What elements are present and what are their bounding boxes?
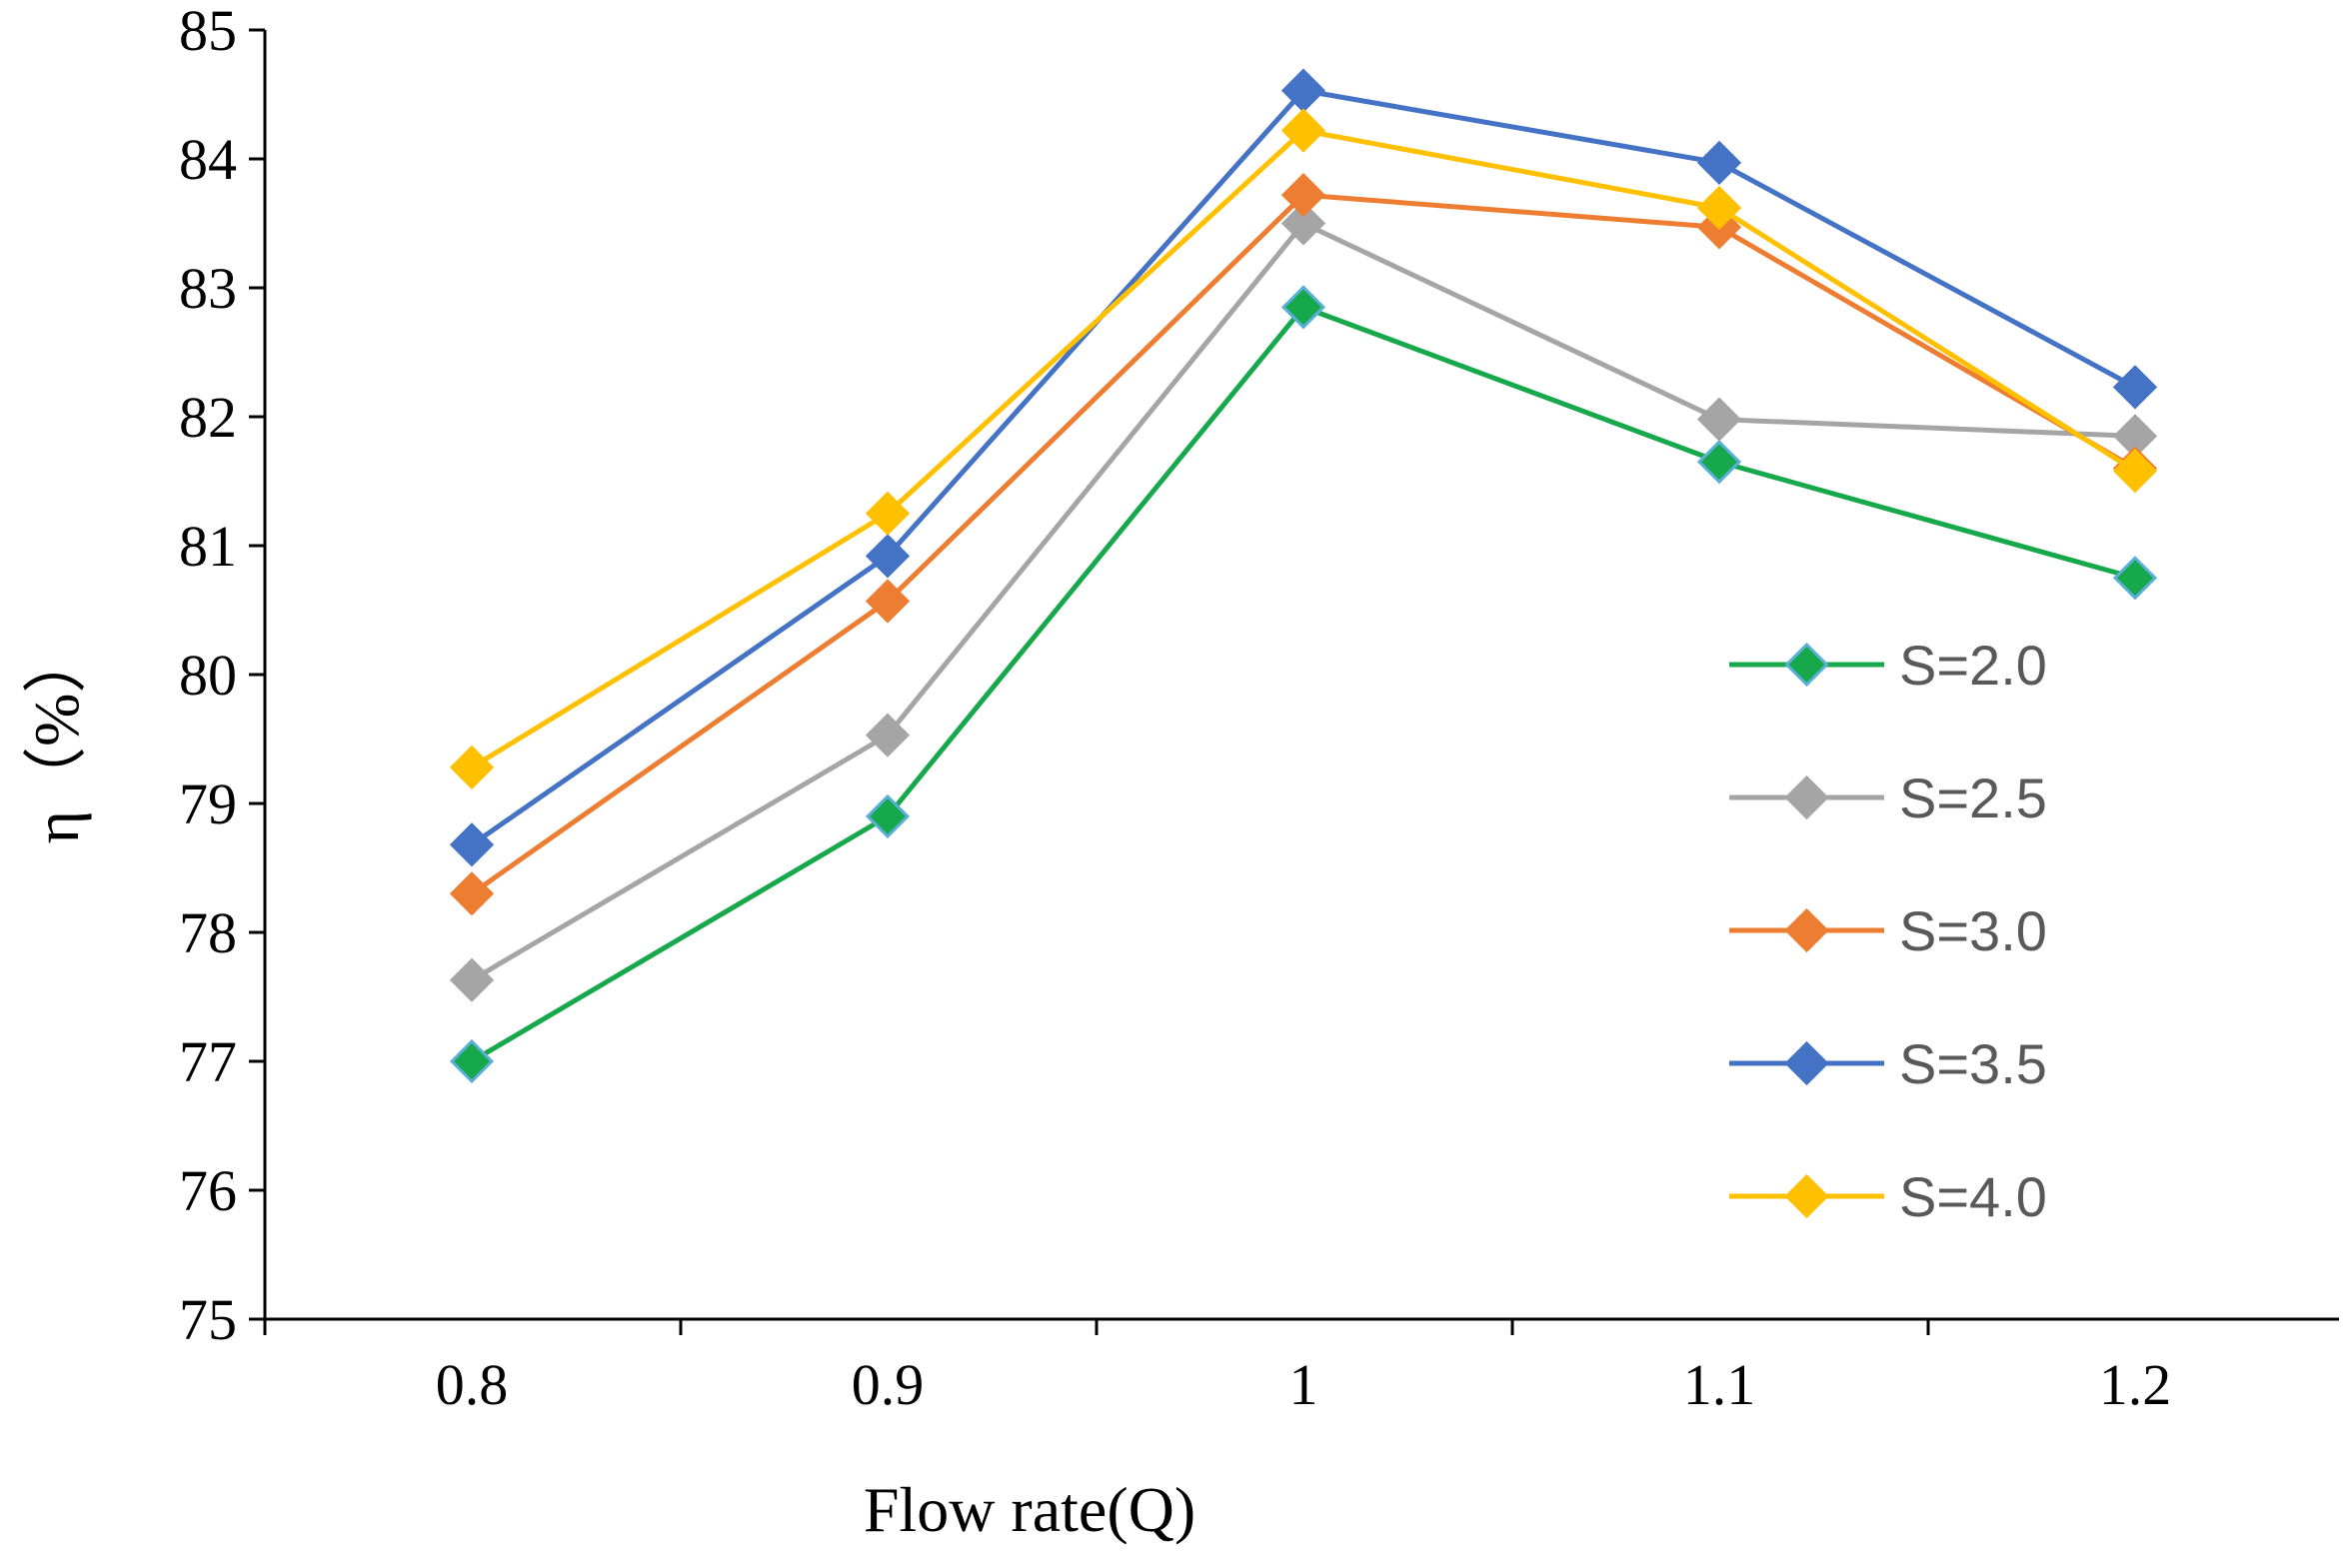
data-point-marker: [449, 745, 495, 790]
legend: S=2.0 S=2.5 S=3.0 S=3.5 S=4.0: [1729, 634, 2047, 1228]
y-tick-label: 77: [179, 1029, 237, 1094]
legend-item: S=3.5: [1729, 1032, 2047, 1095]
y-axis-title: η（%）: [21, 630, 92, 844]
x-tick-label: 1: [1289, 1352, 1318, 1417]
y-tick-label: 78: [179, 900, 237, 965]
data-point-marker: [1696, 140, 1742, 185]
y-tick-label: 75: [179, 1287, 237, 1352]
data-point-marker: [1280, 285, 1326, 330]
legend-label: S=2.5: [1899, 767, 2047, 829]
data-point-marker: [449, 871, 495, 916]
y-tick-label: 82: [179, 385, 237, 450]
legend-label: S=3.5: [1899, 1032, 2047, 1095]
legend-marker: [1784, 775, 1829, 820]
data-point-marker: [865, 534, 911, 579]
y-tick-label: 79: [179, 772, 237, 836]
data-point-marker: [865, 713, 911, 758]
legend-marker: [1784, 907, 1829, 953]
axes: 75 76 77 78 79 80 81 82 83 84 85 0.8 0.9 1 1.1 1.2: [179, 0, 2339, 1417]
y-tick-label: 84: [179, 127, 237, 192]
series-line: [470, 304, 2136, 1064]
data-point-marker: [449, 822, 495, 867]
legend-item: S=2.5: [1729, 767, 2047, 829]
legend-item: S=4.0: [1729, 1165, 2047, 1228]
legend-item: S=2.0: [1729, 634, 2047, 697]
legend-label: S=2.0: [1899, 634, 2047, 697]
data-point-marker: [449, 1038, 495, 1084]
data-point-marker: [2112, 365, 2158, 410]
x-axis-title: Flow rate(Q): [864, 1474, 1195, 1545]
series-layer: [449, 68, 2158, 1084]
legend-item: S=3.0: [1729, 899, 2047, 962]
series-S=3.5: [449, 68, 2158, 867]
legend-label: S=3.0: [1899, 899, 2047, 962]
data-point-marker: [865, 491, 911, 536]
data-point-marker: [865, 579, 911, 624]
data-point-marker: [1280, 201, 1326, 246]
legend-marker: [1784, 642, 1829, 688]
data-point-marker: [1280, 172, 1326, 218]
data-point-marker: [1696, 397, 1742, 442]
data-point-marker: [449, 957, 495, 1002]
legend-marker: [1784, 1040, 1829, 1086]
y-tick-label: 83: [179, 256, 237, 321]
y-tick-label: 76: [179, 1158, 237, 1223]
data-point-marker: [865, 793, 911, 839]
y-tick-label: 80: [179, 643, 237, 708]
data-point-marker: [1696, 185, 1742, 231]
data-point-marker: [1280, 108, 1326, 153]
y-tick-label: 85: [179, 0, 237, 63]
x-tick-label: 1.1: [1683, 1352, 1756, 1417]
data-point-marker: [1696, 440, 1742, 485]
data-point-marker: [2112, 449, 2158, 494]
y-tick-label: 81: [179, 514, 237, 579]
data-point-marker: [2112, 556, 2158, 601]
series-S=2.0: [449, 285, 2158, 1084]
series-line: [470, 221, 2136, 982]
x-tick-label: 1.2: [2099, 1352, 2172, 1417]
x-tick-label: 0.9: [852, 1352, 925, 1417]
legend-label: S=4.0: [1899, 1165, 2047, 1228]
series-S=2.5: [449, 201, 2158, 1002]
series-S=4.0: [449, 108, 2158, 790]
legend-marker: [1784, 1173, 1829, 1219]
x-tick-label: 0.8: [436, 1352, 509, 1417]
